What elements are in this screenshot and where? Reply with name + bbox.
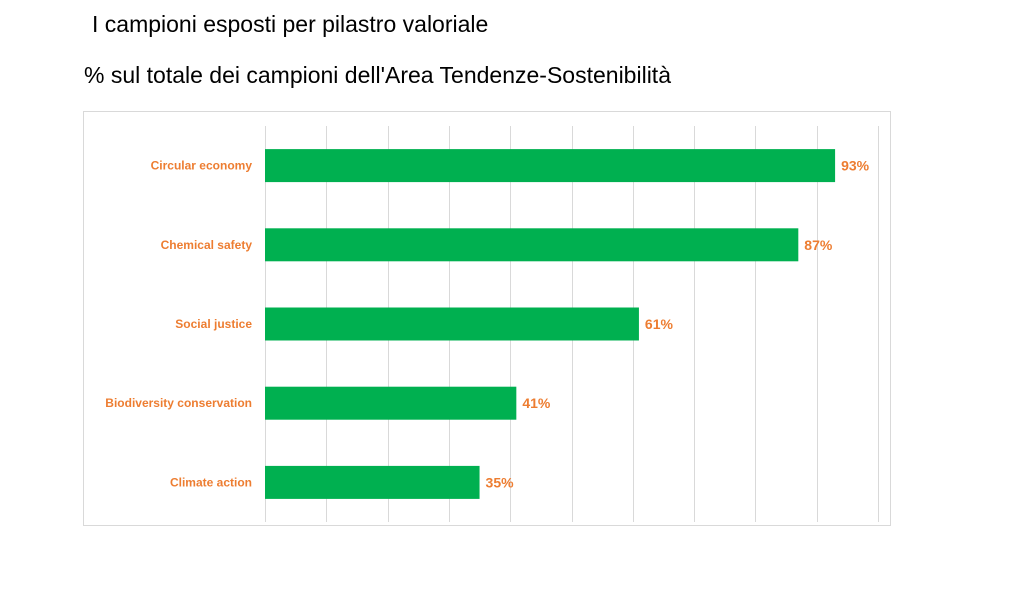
page-title: I campioni esposti per pilastro valorial… bbox=[92, 11, 489, 37]
category-label: Climate action bbox=[170, 475, 252, 489]
category-label: Chemical safety bbox=[161, 238, 253, 252]
value-label: 35% bbox=[486, 474, 515, 490]
bar-biodiversity-conservation bbox=[265, 386, 517, 420]
value-label: 87% bbox=[804, 237, 833, 253]
page-subtitle: % sul totale dei campioni dell'Area Tend… bbox=[84, 62, 671, 88]
bar-chart: Circular economy 93% Chemical safety 87% Soc… bbox=[105, 126, 879, 522]
category-label: Circular economy bbox=[151, 159, 253, 173]
chart-frame: Circular economy 93% Chemical safety 87% Soc… bbox=[83, 111, 891, 526]
bar-circular-economy bbox=[265, 149, 836, 183]
category-label: Biodiversity conservation bbox=[105, 396, 252, 410]
bar-chemical-safety bbox=[265, 228, 799, 262]
bar-climate-action bbox=[265, 465, 480, 499]
bar-social-justice bbox=[265, 307, 639, 341]
value-label: 41% bbox=[522, 395, 551, 411]
value-label: 61% bbox=[645, 316, 674, 332]
category-label: Social justice bbox=[175, 317, 252, 331]
value-label: 93% bbox=[841, 158, 870, 174]
